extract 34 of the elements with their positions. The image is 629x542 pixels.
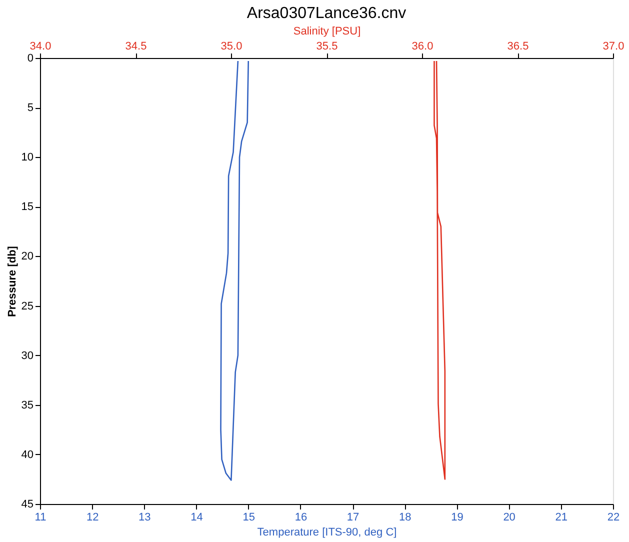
x-tick-label: 16 <box>294 512 308 524</box>
x-tick-label: 13 <box>138 512 151 524</box>
x-tick-label: 11 <box>34 512 46 524</box>
x2-tick-label: 37.0 <box>602 40 624 52</box>
y-tick-label: 0 <box>27 52 34 64</box>
y-tick-label: 15 <box>21 201 34 214</box>
x-tick-label: 20 <box>503 512 516 524</box>
y-tick-label: 5 <box>27 102 34 114</box>
y-tick-label: 35 <box>21 399 34 412</box>
chart-title: Arsa0307Lance36.cnv <box>246 5 406 22</box>
y-tick-label: 40 <box>21 448 34 461</box>
x-tick-label: 18 <box>399 512 412 524</box>
y-tick-label: 45 <box>21 498 34 510</box>
x-tick-label: 12 <box>86 512 99 524</box>
y-tick-label: 25 <box>21 300 34 312</box>
x-tick-label: 14 <box>190 512 203 524</box>
x2-axis-title: Salinity [PSU] <box>293 26 361 38</box>
x2-tick-label: 34.5 <box>125 40 147 52</box>
y-tick-label: 20 <box>21 250 34 263</box>
y-tick-label: 10 <box>21 152 34 164</box>
x-tick-label: 19 <box>451 512 464 524</box>
x2-tick-label: 36.0 <box>412 40 434 52</box>
line-series <box>220 60 250 481</box>
x-tick-label: 17 <box>346 512 360 524</box>
x2-tick-label: 35.0 <box>220 40 242 52</box>
x-axis-title: Temperature [ITS-90, deg C] <box>257 526 397 538</box>
y-tick-label: 30 <box>21 350 34 362</box>
x-tick-label: 15 <box>242 512 255 524</box>
y-axis-title: Pressure [db] <box>6 246 18 317</box>
x-tick-label: 21 <box>555 512 568 524</box>
x2-tick-label: 35.5 <box>316 40 338 52</box>
x2-tick-label: 34.0 <box>30 40 52 52</box>
x2-tick-label: 36.5 <box>507 40 529 52</box>
x-tick-label: 22 <box>607 512 620 524</box>
